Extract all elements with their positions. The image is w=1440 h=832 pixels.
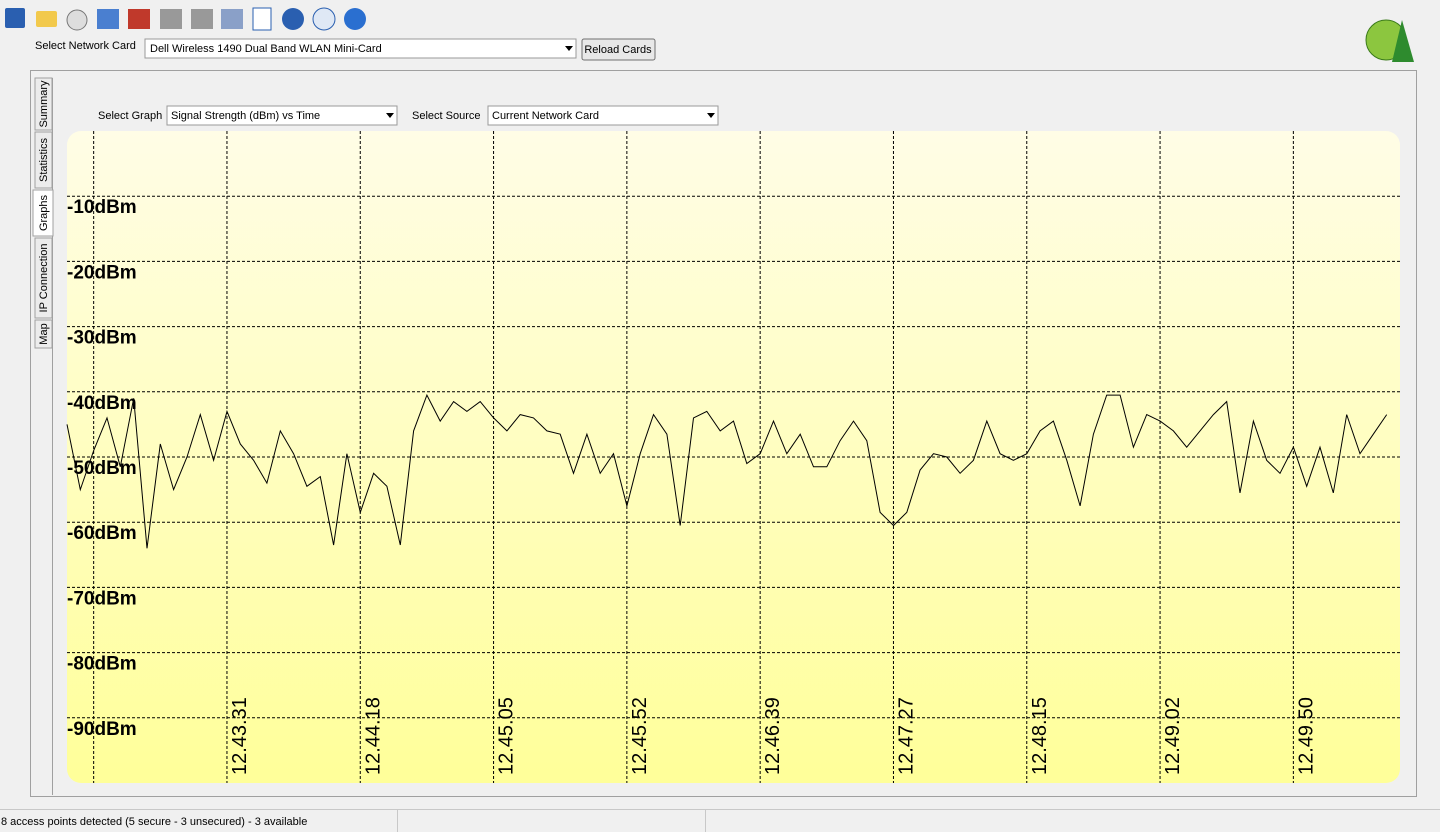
y-tick-label: -10dBm xyxy=(67,197,137,218)
tab[interactable] xyxy=(32,189,54,237)
source-value: Current Network Card xyxy=(492,110,599,122)
y-tick-label: -80dBm xyxy=(67,654,137,675)
graph-label: Select Graph xyxy=(98,110,162,122)
x-tick-label: 12.49.02 xyxy=(1162,697,1184,775)
tab[interactable] xyxy=(34,237,53,319)
help-icon[interactable] xyxy=(344,8,366,30)
tab-label: Map xyxy=(38,323,50,344)
graph-value: Signal Strength (dBm) vs Time xyxy=(171,110,320,122)
globe-icon[interactable] xyxy=(282,8,304,30)
dropdown-arrow xyxy=(565,46,573,51)
tab[interactable] xyxy=(34,77,53,131)
info-icon[interactable] xyxy=(312,7,336,31)
dropdown-arrow xyxy=(707,113,715,118)
tab-label: Summary xyxy=(38,80,50,128)
tool-icon-3[interactable] xyxy=(221,9,243,29)
tab[interactable] xyxy=(34,131,53,189)
network-card-value: Dell Wireless 1490 Dual Band WLAN Mini-C… xyxy=(150,43,382,55)
x-tick-label: 12.49.50 xyxy=(1295,697,1317,775)
tab-label: Graphs xyxy=(38,194,50,231)
tab-strip: Summary Statistics Graphs IP Connection Map xyxy=(32,77,54,349)
x-tick-label: 12.43.31 xyxy=(229,697,251,775)
tool-icon-2[interactable] xyxy=(191,9,213,29)
x-tick-label: 12.46.39 xyxy=(762,697,784,775)
logo xyxy=(1365,19,1414,62)
source-label: Select Source xyxy=(412,110,480,122)
disconnect-icon[interactable] xyxy=(128,9,150,29)
checklist-icon[interactable] xyxy=(252,7,272,31)
x-tick-label: 12.44.18 xyxy=(362,697,384,775)
tab[interactable] xyxy=(34,319,53,349)
x-tick-label: 12.47.27 xyxy=(895,697,917,775)
y-tick-label: -60dBm xyxy=(67,523,137,544)
source-dropdown[interactable] xyxy=(487,105,719,126)
speed-icon[interactable] xyxy=(66,9,88,31)
x-tick-label: 12.48.15 xyxy=(1029,697,1051,775)
status-text: 8 access points detected (5 secure - 3 u… xyxy=(1,816,307,828)
x-tick-label: 12.45.52 xyxy=(629,697,651,775)
dropdown-arrow xyxy=(386,113,394,118)
tab-label: Statistics xyxy=(38,137,50,182)
signal-line xyxy=(66,393,1388,549)
network-icon[interactable] xyxy=(97,9,119,29)
toolbar xyxy=(5,7,366,31)
y-tick-label: -90dBm xyxy=(67,719,137,740)
network-card-label: Select Network Card xyxy=(35,40,136,52)
chart: -10dBm-20dBm-30dBm-40dBm-50dBm-60dBm-70d… xyxy=(66,131,1400,783)
x-tick-label: 12.45.05 xyxy=(496,697,518,775)
y-tick-label: -20dBm xyxy=(67,262,137,283)
y-tick-label: -40dBm xyxy=(67,393,137,414)
tab-label: IP Connection xyxy=(38,244,50,313)
save-icon[interactable] xyxy=(5,8,25,28)
logo-antenna xyxy=(1392,20,1414,62)
y-tick-label: -70dBm xyxy=(67,588,137,609)
network-card-dropdown[interactable] xyxy=(144,38,577,59)
tool-icon-1[interactable] xyxy=(160,9,182,29)
reload-button-text: Reload Cards xyxy=(584,44,652,56)
reload-button[interactable] xyxy=(581,38,656,61)
y-tick-label: -30dBm xyxy=(67,328,137,349)
open-icon[interactable] xyxy=(36,11,57,27)
graph-dropdown[interactable] xyxy=(166,105,398,126)
